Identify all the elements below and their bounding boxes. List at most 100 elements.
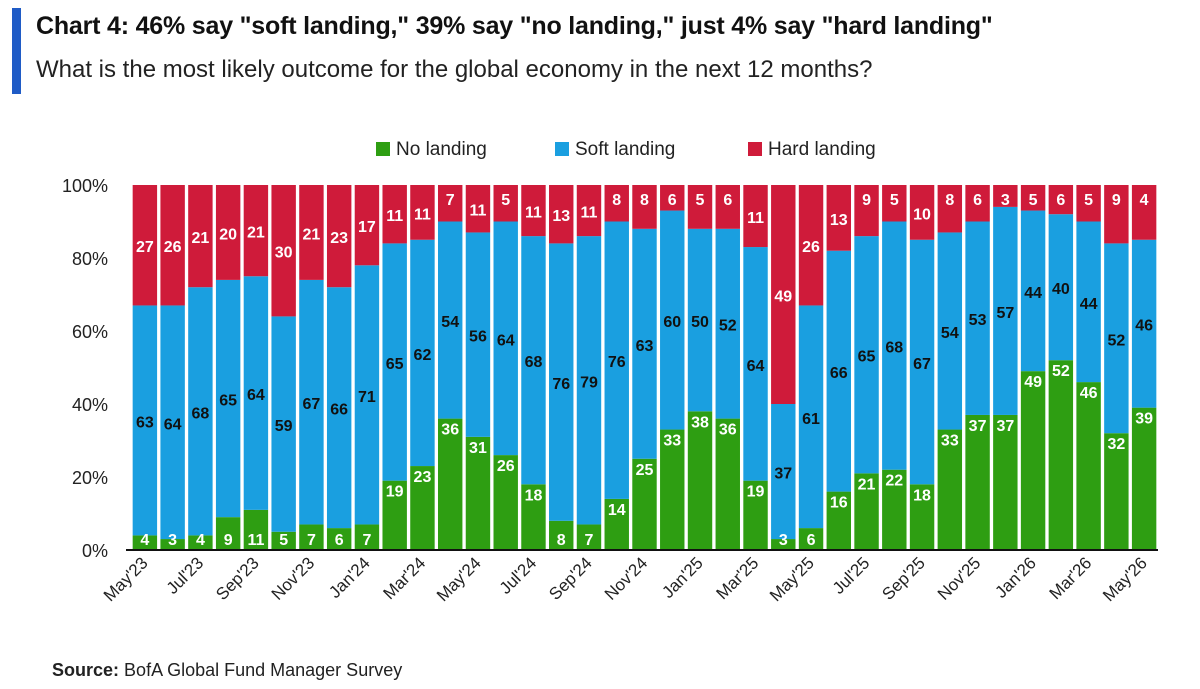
legend-label: Hard landing xyxy=(768,139,876,160)
data-label: 27 xyxy=(136,239,154,256)
bar-segment xyxy=(1020,210,1046,372)
y-axis: 0% 20% 40% 60% 80% 100% xyxy=(62,176,108,561)
data-label: 57 xyxy=(996,305,1014,322)
data-label: 56 xyxy=(469,329,487,346)
bar-segment xyxy=(188,535,213,550)
data-label: 16 xyxy=(830,495,848,512)
bar-segment xyxy=(354,185,380,266)
bar-segment xyxy=(493,185,518,222)
y-tick-label: 40% xyxy=(72,395,108,415)
bar-segment xyxy=(965,414,990,550)
x-tick-label: May'25 xyxy=(766,553,818,605)
x-tick-label: Nov'23 xyxy=(268,553,318,603)
y-tick-label: 80% xyxy=(72,249,108,269)
bar-segment xyxy=(326,185,352,288)
data-label: 6 xyxy=(807,532,816,549)
data-label: 36 xyxy=(719,422,737,439)
bar-segment xyxy=(743,247,768,481)
bar-segment xyxy=(243,509,269,550)
data-label: 22 xyxy=(885,473,903,490)
data-label: 13 xyxy=(552,208,570,225)
chart-subtitle: What is the most likely outcome for the … xyxy=(36,56,873,83)
legend-swatch xyxy=(748,142,762,156)
bar-segment xyxy=(493,221,518,456)
data-label: 6 xyxy=(668,192,677,209)
bar-segment xyxy=(215,185,241,280)
bar-segment xyxy=(243,185,269,277)
data-label: 17 xyxy=(358,219,376,236)
legend-label: Soft landing xyxy=(575,139,675,160)
data-label: 7 xyxy=(585,532,594,549)
bar-segment xyxy=(882,185,907,222)
bar-segment xyxy=(771,539,796,550)
x-tick-label: Jan'24 xyxy=(325,553,373,601)
data-label: 7 xyxy=(307,532,316,549)
bar-segment xyxy=(354,524,380,550)
data-label: 53 xyxy=(969,312,987,329)
data-label: 11 xyxy=(525,205,542,222)
bar-segment xyxy=(382,243,407,481)
bar-segment xyxy=(1076,185,1101,222)
y-tick-label: 0% xyxy=(82,541,108,561)
bar-segment xyxy=(299,279,324,525)
data-label: 67 xyxy=(913,356,931,373)
data-label: 18 xyxy=(525,487,543,504)
data-label: 9 xyxy=(224,532,233,549)
data-label: 68 xyxy=(191,405,209,422)
data-label: 33 xyxy=(941,433,959,450)
bar-segment xyxy=(465,185,491,233)
data-label: 8 xyxy=(945,192,954,209)
bar-segment xyxy=(715,228,740,419)
bar-segment xyxy=(743,185,768,248)
data-label: 64 xyxy=(747,358,765,375)
bar-segment xyxy=(188,287,213,536)
bar-segment xyxy=(437,221,463,419)
bar-segment xyxy=(1020,371,1046,550)
x-tick-label: Sep'25 xyxy=(878,553,928,603)
x-tick-label: May'24 xyxy=(433,553,485,605)
bar-segment xyxy=(549,185,574,244)
stacked-bar-chart: No landing Soft landing Hard landing 0% 20%… xyxy=(62,139,1158,605)
data-label: 61 xyxy=(802,411,820,428)
data-label: 30 xyxy=(275,245,293,262)
x-tick-label: Sep'24 xyxy=(545,553,595,603)
data-label: 11 xyxy=(747,210,764,227)
bar-segment xyxy=(660,429,685,550)
bar-segment xyxy=(604,221,629,499)
data-label: 37 xyxy=(969,418,987,435)
bar-segment xyxy=(771,404,796,540)
x-tick-label: Jan'25 xyxy=(658,553,706,601)
data-label: 4 xyxy=(1140,192,1149,209)
x-tick-label: Jul'25 xyxy=(829,553,873,597)
source-note: Source: BofA Global Fund Manager Survey xyxy=(52,660,402,681)
bar-segment xyxy=(937,429,963,550)
bar-segment xyxy=(576,524,602,550)
bar-segment xyxy=(882,469,907,550)
data-label: 65 xyxy=(386,356,404,373)
bar-segment xyxy=(410,466,435,550)
data-label: 9 xyxy=(862,192,871,209)
source-text: BofA Global Fund Manager Survey xyxy=(124,660,403,680)
data-label: 5 xyxy=(696,192,705,209)
bar-segment xyxy=(660,210,685,430)
bar-segment xyxy=(271,185,296,317)
bar-segment xyxy=(465,436,491,550)
bar-segment xyxy=(632,228,657,459)
bar-segment xyxy=(326,287,352,529)
data-label: 5 xyxy=(1029,192,1038,209)
data-label: 26 xyxy=(497,458,515,475)
bar-segment xyxy=(465,232,491,437)
bar-segment xyxy=(382,480,407,550)
data-label: 52 xyxy=(719,318,737,335)
bar-segment xyxy=(993,414,1018,550)
bar-segment xyxy=(1104,185,1129,244)
data-label: 8 xyxy=(557,532,566,549)
bar-segment xyxy=(410,185,435,240)
data-label: 11 xyxy=(469,203,486,220)
bar-segment xyxy=(160,185,185,306)
data-label: 11 xyxy=(414,206,431,223)
data-label: 60 xyxy=(663,314,681,331)
data-label: 8 xyxy=(640,192,649,209)
bar-segment xyxy=(354,265,380,525)
data-label: 3 xyxy=(779,532,788,549)
